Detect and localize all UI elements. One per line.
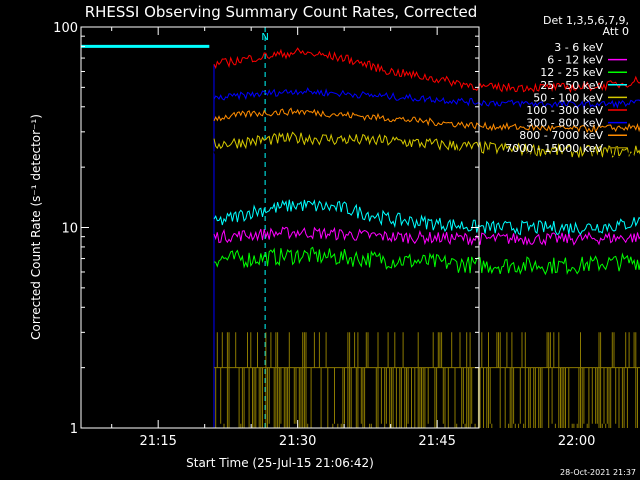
series-4 <box>213 131 640 159</box>
x-tick-label-1: 21:30 <box>279 434 316 449</box>
legend-label-5: 100 - 300 keV <box>526 104 603 117</box>
legend-title-1: Att 0 <box>603 25 629 38</box>
series-2 <box>213 246 640 276</box>
series-0 <box>213 142 640 162</box>
y-axis-label: Corrected Count Rate (s⁻¹ detector⁻¹) <box>29 114 43 340</box>
plot-area: NS <box>80 27 640 428</box>
series-6 <box>213 87 640 110</box>
legend-title-0: Det 1,3,5,6,7,9, <box>543 14 629 27</box>
x-tick-label-2: 21:45 <box>418 434 455 449</box>
y-tick-label-0: 1 <box>70 422 78 437</box>
legend-label-0: 3 - 6 keV <box>554 41 603 54</box>
x-tick-label-0: 21:15 <box>139 434 176 449</box>
timestamp: 28-Oct-2021 21:37 <box>560 468 636 477</box>
legend-label-4: 50 - 100 keV <box>533 91 603 104</box>
y-tick-label-2: 100 <box>53 21 78 36</box>
legend-label-2: 12 - 25 keV <box>540 66 603 79</box>
annotation-0: N <box>261 32 268 43</box>
legend-label-1: 6 - 12 keV <box>547 54 603 67</box>
legend-label-8: 7000 - 15000 keV <box>505 142 603 155</box>
axes: 11010021:1521:3021:4522:0022:1522:3022:4… <box>53 21 595 449</box>
legend-label-7: 800 - 7000 keV <box>519 129 603 142</box>
legend-label-3: 25 - 50 keV <box>540 79 603 92</box>
legend-label-6: 300 - 800 keV <box>526 117 603 130</box>
y-tick-label-1: 10 <box>61 222 78 237</box>
series-5 <box>213 47 640 94</box>
x-tick-label-3: 22:00 <box>558 434 595 449</box>
x-axis-label: Start Time (25-Jul-15 21:06:42) <box>186 456 374 470</box>
series-7 <box>213 107 640 134</box>
chart-title: RHESSI Observing Summary Count Rates, Co… <box>85 3 478 21</box>
series-1 <box>213 226 640 247</box>
series-3 <box>213 199 640 236</box>
